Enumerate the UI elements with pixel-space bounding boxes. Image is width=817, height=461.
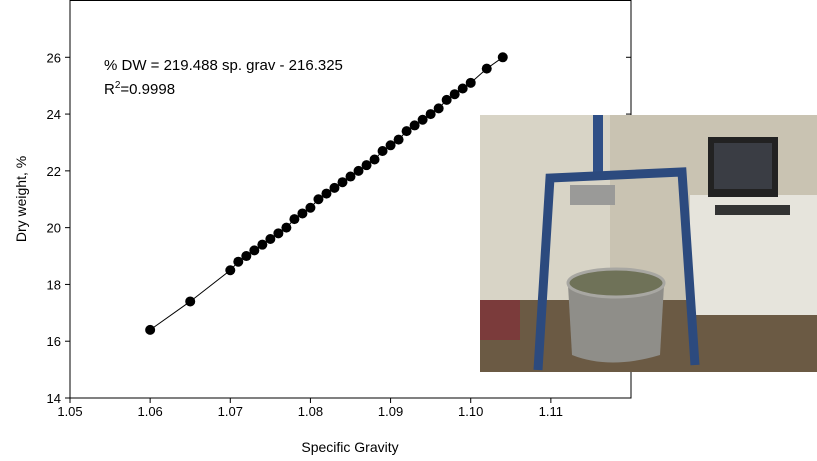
plot-area: 1.05 1.06 1.07 1.08 1.09 1.10 1.11 14 16 18 20 22 24…: [47, 50, 631, 419]
data-point: [441, 94, 452, 105]
data-point: [465, 77, 476, 88]
data-point: [369, 154, 380, 165]
data-point: [241, 251, 252, 262]
y-tick-label: 22: [47, 164, 61, 179]
data-point: [337, 177, 348, 188]
y-tick-label: 18: [47, 277, 61, 292]
data-point: [233, 256, 244, 267]
y-tick-label: 16: [47, 334, 61, 349]
data-point: [377, 145, 388, 156]
data-point: [249, 245, 260, 256]
data-point: [425, 109, 436, 120]
data-point: [257, 239, 268, 250]
y-tick-label: 20: [47, 221, 61, 236]
photo-box: [480, 300, 520, 340]
data-point: [185, 296, 196, 307]
data-point: [273, 228, 284, 239]
data-point: [449, 89, 460, 100]
data-point: [497, 52, 508, 63]
data-point: [409, 120, 420, 131]
data-point: [313, 194, 324, 205]
y-tick-label: 14: [47, 391, 61, 406]
photo-scale: [570, 185, 615, 205]
y-tick-label: 26: [47, 50, 61, 65]
r2-base: R: [104, 81, 115, 98]
annotation-equation: % DW = 219.488 sp. grav - 216.325: [104, 57, 343, 74]
x-tick-label: 1.07: [218, 404, 243, 419]
data-point: [393, 134, 404, 145]
inset-photo: [480, 115, 817, 372]
x-tick-label: 1.10: [458, 404, 483, 419]
y-axis-label: Dry weight, %: [13, 156, 29, 242]
data-point: [481, 63, 492, 74]
data-point: [417, 114, 428, 125]
data-point: [225, 265, 236, 276]
data-point: [297, 208, 308, 219]
data-point: [385, 140, 396, 151]
x-tick-label: 1.08: [298, 404, 323, 419]
photo-bucket: [568, 285, 664, 363]
data-point: [433, 103, 444, 114]
data-point: [361, 160, 372, 171]
photo-frame: [533, 167, 700, 371]
y-tick-label: 24: [47, 107, 61, 122]
annotation-r2: R2=0.9998: [104, 80, 175, 98]
data-point: [329, 182, 340, 193]
x-tick-label: 1.09: [378, 404, 403, 419]
data-point: [353, 165, 364, 176]
data-point: [401, 126, 412, 137]
photo-keyboard: [715, 205, 790, 215]
data-point: [457, 83, 468, 94]
data-point: [345, 171, 356, 182]
x-axis-label: Specific Gravity: [301, 439, 398, 455]
data-point: [289, 214, 300, 225]
data-point: [281, 222, 292, 233]
r2-sup: 2: [115, 80, 121, 91]
x-tick-label: 1.11: [539, 404, 563, 419]
r2-tail: =0.9998: [120, 81, 175, 98]
data-point: [321, 188, 332, 199]
x-tick-label: 1.05: [57, 404, 82, 419]
photo-water: [566, 267, 666, 299]
data-point: [145, 324, 156, 335]
data-point: [265, 234, 276, 244]
photo-post: [593, 115, 603, 180]
data-point: [305, 202, 316, 213]
photo-screen: [714, 143, 772, 189]
x-tick-label: 1.06: [137, 404, 162, 419]
